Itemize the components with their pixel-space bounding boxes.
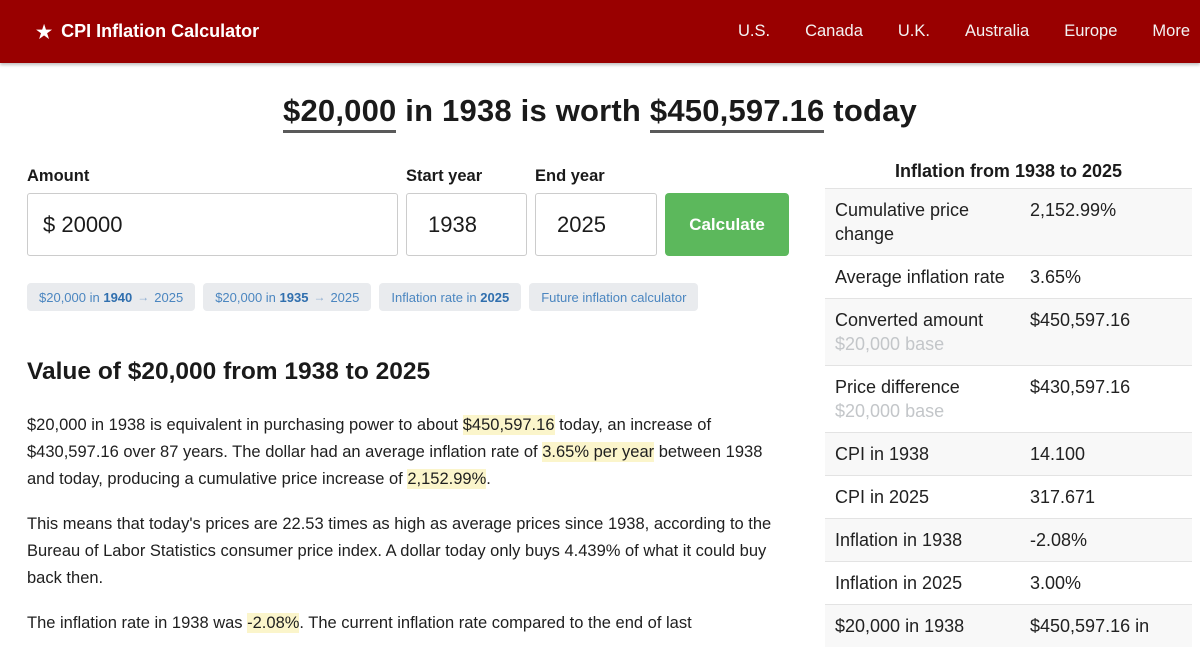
end-year-input[interactable] xyxy=(535,193,657,256)
table-row: Average inflation rate 3.65% xyxy=(825,255,1192,298)
chip-inflation-rate-2025[interactable]: Inflation rate in 2025 xyxy=(379,283,522,311)
page-title: $20,000 in 1938 is worth $450,597.16 tod… xyxy=(0,93,1200,133)
row-label: Cumulative price change xyxy=(835,200,970,244)
row-label: CPI in 2025 xyxy=(835,487,930,507)
table-row: Cumulative price change 2,152.99% xyxy=(825,188,1192,255)
row-label: Average inflation rate xyxy=(835,267,1005,287)
end-year-label: End year xyxy=(535,167,605,185)
chip-future-inflation-calculator[interactable]: Future inflation calculator xyxy=(529,283,699,311)
highlight-cumulative-change: 2,152.99% xyxy=(407,469,487,489)
nav-item-europe[interactable]: Europe xyxy=(1064,22,1118,40)
amount-input[interactable] xyxy=(27,193,398,256)
main-column: Amount Start year End year Calculate $20… xyxy=(27,166,789,637)
nav-item-canada[interactable]: Canada xyxy=(805,22,863,40)
section-heading: Value of $20,000 from 1938 to 2025 xyxy=(27,358,431,385)
paragraph-2: This means that today's prices are 22.53… xyxy=(27,515,772,587)
row-sublabel: $20,000 base xyxy=(835,334,945,354)
arrow-right-icon: → xyxy=(313,290,326,304)
inflation-summary: Inflation from 1938 to 2025 Cumulative p… xyxy=(825,161,1192,647)
row-value: 14.100 xyxy=(1030,444,1086,464)
row-label: Inflation in 1938 xyxy=(835,530,963,550)
row-label: $20,000 in 1938 xyxy=(835,616,965,636)
row-sublabel: $20,000 base xyxy=(835,401,945,421)
row-value: -2.08% xyxy=(1030,530,1088,550)
paragraph-3: The inflation rate in 1938 was -2.08%. T… xyxy=(27,613,692,633)
brand-link[interactable]: ★ CPI Inflation Calculator xyxy=(36,21,259,42)
table-row: CPI in 1938 14.100 xyxy=(825,432,1192,475)
table-row: CPI in 2025 317.671 xyxy=(825,475,1192,518)
chip-end-year: 2025 xyxy=(154,289,184,305)
row-value: $450,597.16 xyxy=(1030,310,1131,330)
table-row: Price difference $20,000 base $430,597.1… xyxy=(825,365,1192,432)
chip-bold-year: 2025 xyxy=(480,289,510,305)
article: Value of $20,000 from 1938 to 2025 $20,0… xyxy=(27,358,788,637)
arrow-right-icon: → xyxy=(137,290,150,304)
chip-text: $20,000 in xyxy=(39,289,104,305)
highlight-converted-amount: $450,597.16 xyxy=(462,415,555,435)
title-middle-text: in 1938 is worth xyxy=(396,93,650,128)
highlight-average-rate: 3.65% per year xyxy=(542,442,655,462)
table-row: Converted amount $20,000 base $450,597.1… xyxy=(825,298,1192,365)
paragraph-1: $20,000 in 1938 is equivalent in purchas… xyxy=(27,415,767,489)
chip-end-year: 2025 xyxy=(330,289,360,305)
nav-item-us[interactable]: U.S. xyxy=(737,22,771,40)
start-year-label: Start year xyxy=(406,167,483,185)
row-label: CPI in 1938 xyxy=(835,444,930,464)
title-end-text: today xyxy=(824,93,917,128)
chip-bold-year: 1940 xyxy=(103,289,133,305)
main-nav: U.S. Canada U.K. Australia Europe More xyxy=(738,22,1190,41)
nav-item-more[interactable]: More xyxy=(1152,22,1190,40)
row-label: Price difference xyxy=(835,377,960,397)
sidebar-title: Inflation from 1938 to 2025 xyxy=(894,161,1123,181)
row-value: 317.671 xyxy=(1030,487,1096,507)
title-original-amount: $20,000 xyxy=(283,93,397,133)
calculator-form: Amount Start year End year Calculate xyxy=(27,166,789,256)
table-row: Inflation in 2025 3.00% xyxy=(825,561,1192,604)
amount-label: Amount xyxy=(27,167,90,185)
row-label: Inflation in 2025 xyxy=(835,573,963,593)
calculate-button[interactable]: Calculate xyxy=(665,193,789,256)
table-row: $20,000 in 1938 $450,597.16 in xyxy=(825,604,1192,647)
inflation-summary-table: Cumulative price change 2,152.99% Averag… xyxy=(825,188,1192,647)
chip-1940-to-2025[interactable]: $20,000 in 1940 → 2025 xyxy=(27,283,196,311)
start-year-field: Start year xyxy=(406,166,527,256)
start-year-input[interactable] xyxy=(406,193,527,256)
amount-field: Amount xyxy=(27,166,398,256)
chip-text: Future inflation calculator xyxy=(541,289,687,305)
table-row: Inflation in 1938 -2.08% xyxy=(825,518,1192,561)
row-label: Converted amount xyxy=(835,310,984,330)
end-year-field: End year xyxy=(535,166,657,256)
row-value: $430,597.16 xyxy=(1030,377,1131,397)
chip-bold-year: 1935 xyxy=(279,289,309,305)
quick-links: $20,000 in 1940 → 2025 $20,000 in 1935 → 202… xyxy=(27,283,788,311)
chip-1935-to-2025[interactable]: $20,000 in 1935 → 2025 xyxy=(203,283,372,311)
title-converted-amount: $450,597.16 xyxy=(649,93,825,133)
highlight-1938-rate: -2.08% xyxy=(247,613,300,633)
row-value: 3.65% xyxy=(1030,267,1082,287)
row-value: 3.00% xyxy=(1030,573,1082,593)
row-value: 2,152.99% xyxy=(1030,200,1117,220)
chip-text: $20,000 in xyxy=(215,289,280,305)
brand-label: CPI Inflation Calculator xyxy=(61,21,260,41)
header: ★ CPI Inflation Calculator U.S. Canada U… xyxy=(0,0,1200,63)
star-icon: ★ xyxy=(36,21,53,42)
nav-item-australia[interactable]: Australia xyxy=(964,22,1030,40)
chip-text: Inflation rate in xyxy=(391,289,481,305)
nav-item-uk[interactable]: U.K. xyxy=(897,22,930,40)
row-value: $450,597.16 in xyxy=(1030,616,1150,636)
